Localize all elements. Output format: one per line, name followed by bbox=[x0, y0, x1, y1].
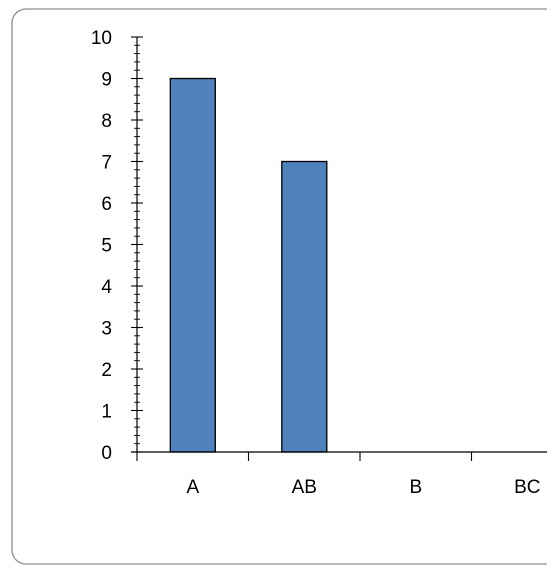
y-tick-label: 1 bbox=[101, 402, 112, 423]
bars-layer bbox=[169, 77, 328, 453]
y-tick-label: 5 bbox=[101, 236, 112, 257]
y-tick-label: 10 bbox=[91, 28, 112, 49]
y-tick-label: 3 bbox=[101, 319, 112, 340]
y-tick-label: 4 bbox=[101, 277, 112, 298]
x-tick-label: BC bbox=[514, 477, 540, 498]
chart-border bbox=[11, 8, 547, 565]
bar-ab bbox=[281, 160, 328, 453]
x-tick-label: B bbox=[409, 477, 422, 498]
x-tick-label: AB bbox=[292, 477, 317, 498]
y-tick-label: 2 bbox=[101, 360, 112, 381]
y-tick-label: 8 bbox=[101, 111, 112, 132]
y-tick-label: 7 bbox=[101, 153, 112, 174]
axes-layer bbox=[131, 36, 547, 461]
bar-a bbox=[169, 77, 216, 453]
labels-layer: 0 1 2 3 4 5 6 7 8 9 10 A AB B BC bbox=[91, 28, 541, 498]
y-tick-label: 9 bbox=[101, 70, 112, 91]
y-tick-label: 0 bbox=[101, 443, 112, 464]
x-tick-label: A bbox=[186, 477, 199, 498]
y-tick-label: 6 bbox=[101, 194, 112, 215]
